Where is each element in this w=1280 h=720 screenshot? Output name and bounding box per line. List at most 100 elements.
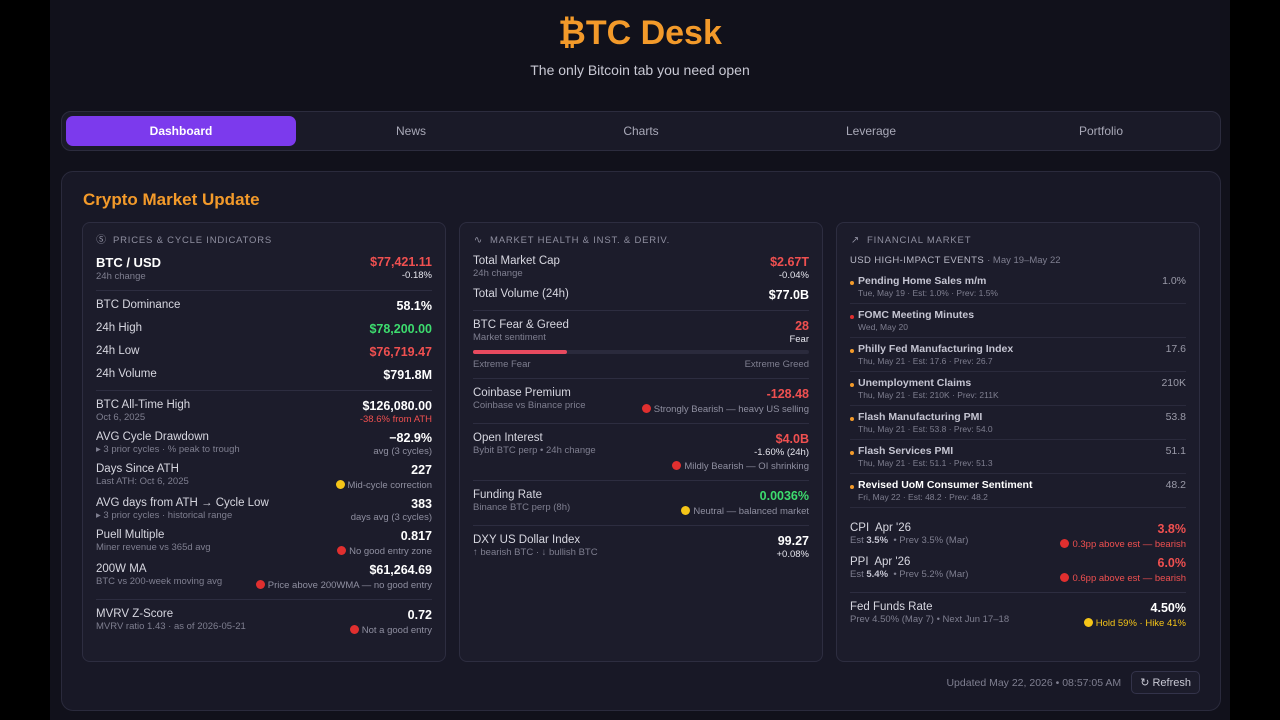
avg-days-vsub: days avg (3 cycles)	[350, 512, 432, 523]
low-label: 24h Low	[96, 345, 140, 357]
ffr-label: Fed Funds Rate	[850, 601, 933, 613]
ppi-value: 6.0%	[1157, 556, 1187, 570]
avg-days-sub[interactable]: ▸ 3 prior cycles · historical range	[96, 510, 233, 521]
divider	[96, 290, 432, 291]
ffr-row: Fed Funds Rate Prev 4.50% (May 7) • Next …	[850, 601, 1186, 629]
volume-row: 24h Volume $791.8M	[96, 368, 432, 382]
fg-class: Fear	[789, 334, 809, 345]
financial-market-card: ↗ FINANCIAL MARKET USD HIGH-IMPACT EVENT…	[836, 222, 1200, 662]
funding-sub: Binance BTC perp (8h)	[473, 502, 571, 513]
avg-days-value: 383	[411, 497, 432, 511]
footer: Updated May 22, 2026 • 08:57:05 AM ↻ Ref…	[946, 671, 1200, 694]
event-name: Flash Services PMI	[858, 445, 954, 457]
dominance-row: BTC Dominance 58.1%	[96, 299, 432, 313]
puell-row: Puell Multiple Miner revenue vs 365d avg …	[96, 529, 432, 557]
mcap-sub: 24h change	[473, 268, 523, 279]
cpi-note: 0.3pp above est — bearish	[1060, 539, 1186, 550]
days-ath-label: Days Since ATH	[96, 463, 179, 475]
fg-label: BTC Fear & Greed	[473, 319, 569, 331]
mvrv-value: 0.72	[407, 608, 432, 622]
fg-sub: Market sentiment	[473, 332, 546, 343]
event-name: Philly Fed Manufacturing Index	[858, 343, 1014, 355]
mvrv-sub: MVRV ratio 1.43 · as of 2026-05-21	[96, 621, 246, 632]
btc-usd-row: BTC / USD 24h change $77,421.11 -0.18%	[96, 255, 432, 282]
events-title-text: USD HIGH-IMPACT EVENTS	[850, 255, 985, 266]
red-dot-icon	[641, 404, 651, 413]
divider	[473, 525, 809, 526]
ath-sub: Oct 6, 2025	[96, 412, 146, 423]
funding-value: 0.0036%	[759, 489, 809, 503]
tab-leverage[interactable]: Leverage	[845, 124, 897, 138]
cpi-est-label: Est	[850, 535, 864, 546]
coinbase-value: -128.48	[766, 387, 809, 401]
days-ath-sub: Last ATH: Oct 6, 2025	[96, 476, 189, 487]
event-name: Revised UoM Consumer Sentiment	[858, 479, 1033, 491]
btc-usd-label: BTC / USD	[96, 255, 161, 270]
ppi-row: PPI Apr '26 Est 5.4% • Prev 5.2% (Mar) 6.…	[850, 556, 1186, 584]
right-margin	[1230, 0, 1280, 720]
refresh-icon: ↻	[1140, 677, 1150, 689]
fg-left: Extreme Fear	[473, 359, 531, 370]
event-row: Pending Home Sales m/m Tue, May 19 · Est:…	[850, 270, 1186, 304]
tab-charts[interactable]: Charts	[623, 124, 659, 138]
wma-note: Price above 200WMA — no good entry	[255, 580, 432, 591]
mcap-change: -0.04%	[778, 270, 809, 281]
avg-days-label: AVG days from ATH → Cycle Low	[96, 497, 269, 509]
financial-market-header-label: FINANCIAL MARKET	[867, 235, 972, 246]
drawdown-sub[interactable]: ▸ 3 prior cycles · % peak to trough	[96, 444, 240, 455]
puell-label: Puell Multiple	[96, 529, 165, 541]
high-label: 24h High	[96, 322, 143, 334]
puell-value: 0.817	[400, 529, 432, 543]
dxy-value: 99.27	[777, 534, 809, 548]
ppi-note: 0.6pp above est — bearish	[1060, 573, 1186, 584]
prices-card-header: Ⓢ PRICES & CYCLE INDICATORS	[96, 235, 432, 246]
wma-value: $61,264.69	[369, 563, 432, 577]
ppi-note-text: 0.6pp above est — bearish	[1072, 573, 1186, 584]
fg-value: 28	[795, 319, 809, 333]
tvol-row: Total Volume (24h) $77.0B	[473, 288, 809, 302]
funding-note-text: Neutral — balanced market	[693, 506, 809, 517]
event-name: Flash Manufacturing PMI	[858, 411, 983, 423]
fg-row: BTC Fear & Greed Market sentiment 28 Fear	[473, 319, 809, 345]
market-update-panel: Crypto Market Update Ⓢ PRICES & CYCLE IN…	[61, 171, 1221, 711]
event-row: Flash Services PMI Thu, May 21 · Est: 51.…	[850, 440, 1186, 474]
trend-up-icon: ↗	[850, 235, 861, 246]
tvol-value: $77.0B	[768, 288, 809, 302]
days-ath-row: Days Since ATH Last ATH: Oct 6, 2025 227 M…	[96, 463, 432, 491]
oi-change: -1.60% (24h)	[754, 447, 809, 458]
left-margin	[0, 0, 50, 720]
event-value: 51.1	[1165, 445, 1186, 457]
days-ath-note: Mid-cycle correction	[335, 480, 432, 491]
ffr-value: 4.50%	[1150, 601, 1186, 615]
coinbase-label: Coinbase Premium	[473, 387, 571, 399]
red-dot-icon	[337, 546, 347, 555]
event-name: FOMC Meeting Minutes	[858, 309, 975, 321]
event-meta: Wed, May 20	[858, 322, 908, 332]
tab-dashboard[interactable]: Dashboard	[66, 116, 296, 146]
fg-right: Extreme Greed	[744, 359, 809, 370]
coinbase-note-text: Strongly Bearish — heavy US selling	[653, 404, 809, 415]
mvrv-note: Not a good entry	[349, 625, 432, 636]
refresh-button[interactable]: ↻ Refresh	[1131, 671, 1200, 694]
ath-value: $126,080.00	[362, 399, 432, 413]
wma-note-text: Price above 200WMA — no good entry	[267, 580, 432, 591]
btc-usd-sub: 24h change	[96, 271, 146, 282]
divider	[473, 423, 809, 424]
dxy-label: DXY US Dollar Index	[473, 534, 581, 546]
drawdown-row: AVG Cycle Drawdown ▸ 3 prior cycles · % p…	[96, 431, 432, 457]
drawdown-vsub: avg (3 cycles)	[373, 446, 432, 457]
event-meta: Thu, May 21 · Est: 210K · Prev: 211K	[858, 390, 999, 400]
wma-sub: BTC vs 200-week moving avg	[96, 576, 223, 587]
tab-news[interactable]: News	[395, 124, 426, 138]
ppi-est: 5.4%	[866, 569, 889, 580]
dominance-label: BTC Dominance	[96, 299, 181, 311]
funding-note: Neutral — balanced market	[681, 506, 809, 517]
event-meta: Thu, May 21 · Est: 17.6 · Prev: 26.7	[858, 356, 993, 366]
market-health-header-label: MARKET HEALTH & INST. & DERIV.	[490, 235, 671, 246]
event-meta: Thu, May 21 · Est: 53.8 · Prev: 54.0	[858, 424, 993, 434]
volume-label: 24h Volume	[96, 368, 157, 380]
funding-row: Funding Rate Binance BTC perp (8h) 0.0036…	[473, 489, 809, 517]
red-dot-icon	[1060, 539, 1070, 548]
days-ath-value: 227	[411, 463, 432, 477]
tab-portfolio[interactable]: Portfolio	[1078, 124, 1124, 138]
